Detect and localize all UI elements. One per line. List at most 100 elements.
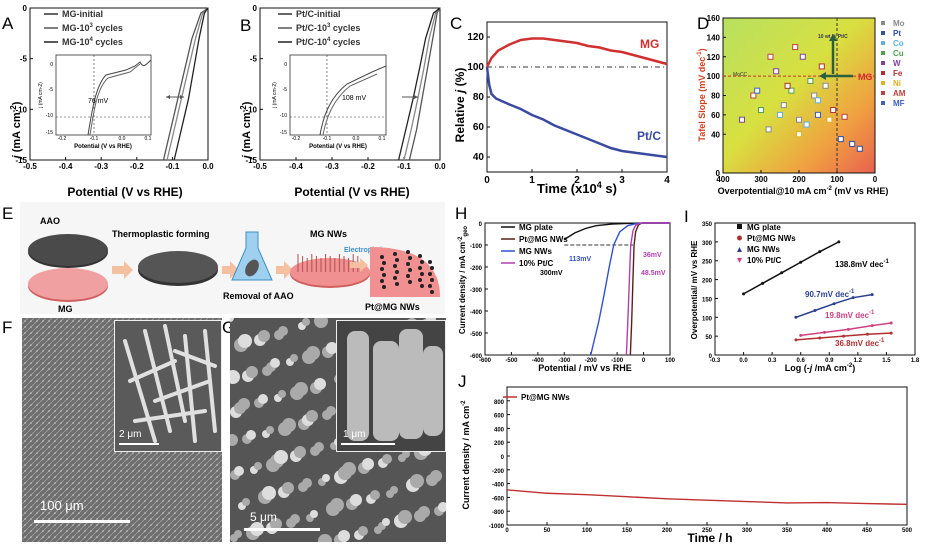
legend-item-ptc-1e3: Pt/C-103 cycles: [296, 23, 360, 33]
data-point: [842, 334, 846, 338]
y-tick-label: -600: [492, 496, 505, 502]
pt-particle: [428, 284, 432, 288]
data-point: [856, 145, 863, 152]
legend-item-pt-mg-nws: Pt@MG NWs: [521, 393, 570, 402]
series-line-ptc: [485, 66, 668, 159]
particle: [266, 426, 274, 434]
scale-bar: [34, 520, 130, 523]
data-point: [803, 121, 810, 128]
y-tick-label: -300: [470, 288, 483, 294]
legend-marker: [737, 235, 742, 241]
nanowire: [133, 409, 207, 423]
inset-b-ylabel: j (mA cm-2): [272, 82, 278, 109]
data-point: [796, 116, 802, 123]
particle: [398, 510, 412, 524]
arrow-icon: [276, 261, 293, 279]
pt-particle: [393, 252, 397, 256]
x-tick-label: 250: [702, 528, 713, 534]
fit-line: [743, 241, 840, 295]
legend-item-mg-1e3: MG-103 cycles: [62, 23, 123, 33]
x-tick-label: 1.8: [911, 358, 920, 364]
pt-particle: [430, 266, 434, 270]
particle: [238, 398, 250, 410]
series-line: [506, 489, 908, 505]
pt-particle: [380, 255, 384, 259]
nanowire: [347, 331, 369, 441]
x-tick-label: -200: [585, 358, 598, 364]
data-point: [822, 82, 829, 89]
legend-item-mg-nws: MG NWs: [519, 247, 552, 256]
data-point: [815, 97, 821, 104]
x-tick-label: 300: [754, 175, 768, 184]
arrow-icon: [222, 261, 239, 279]
inset-tick: -10: [46, 113, 53, 119]
pt-particle: [428, 260, 432, 264]
x-tick-label: 0.0: [434, 162, 446, 171]
particle: [246, 430, 256, 440]
particle: [330, 498, 344, 512]
inset-b-label: 108 mV: [342, 95, 366, 102]
data-point: [780, 102, 787, 109]
pt-particle: [408, 280, 412, 284]
chart-h: -600 -500 -400 -300 -200 -100 0 100 0 -100 -200 -30…: [458, 222, 676, 373]
particle: [262, 486, 276, 500]
y-tick-label: -15: [15, 156, 27, 165]
inset-tick: 0: [50, 62, 53, 68]
y-tick-label: -10: [15, 105, 27, 114]
nanowire: [399, 329, 423, 439]
data-point: [777, 111, 783, 118]
x-tick-label: -0.2: [361, 162, 375, 171]
inset-tick: 0.0: [119, 136, 126, 142]
particle: [274, 450, 288, 464]
particle: [270, 358, 280, 368]
x-tick-label: -300: [558, 358, 571, 364]
x-tick-label: 100: [830, 175, 844, 184]
y-tick-label: -600: [470, 354, 483, 360]
chart-b-inset: 108 mV Potential (V vs RHE) -0.2 -0.1 0.…: [272, 54, 387, 150]
legend-marker: [881, 51, 885, 55]
inset-tick: 0.0: [353, 136, 360, 142]
chart-a-xlabel: Potential (V vs RHE): [67, 185, 182, 199]
y-tick-label: 40: [473, 152, 485, 163]
pt-particle: [418, 254, 422, 258]
y-tick-label: 0: [253, 4, 258, 13]
annotation-36mv: 36mV: [643, 252, 662, 259]
inset-tick: -0.2: [58, 136, 67, 142]
particle: [234, 466, 244, 476]
annotation-300mv: 300mV: [540, 270, 563, 277]
data-point: [818, 336, 822, 340]
y-tick-label: -5: [20, 55, 28, 64]
particle: [326, 342, 338, 354]
pt-particle: [420, 284, 424, 288]
legend-marker: [881, 31, 885, 35]
panel-letter-i: I: [684, 207, 689, 226]
pt-particle: [406, 274, 410, 278]
series-line: [590, 222, 670, 356]
plot-frame: [259, 7, 441, 161]
pt-particle: [408, 268, 412, 272]
annotation-48mv: 48.5mV: [641, 270, 666, 277]
pt-particle: [408, 256, 412, 260]
particle: [306, 410, 318, 422]
nanowire: [123, 339, 157, 443]
particle: [270, 518, 282, 530]
x-tick-label: 50: [544, 528, 551, 534]
x-tick-label: 0.0: [739, 358, 748, 364]
particle: [350, 494, 362, 506]
particle: [382, 454, 392, 464]
x-tick-label: 1.2: [854, 358, 863, 364]
sem-inset-f: 2 μm: [114, 320, 222, 452]
particle: [322, 474, 330, 482]
x-tick-label: -400: [532, 358, 545, 364]
x-tick-label: 450: [862, 528, 873, 534]
y-tick-label: 600: [494, 414, 505, 420]
data-point: [813, 308, 817, 312]
pt-particle: [430, 278, 434, 282]
x-tick-label: 300: [742, 528, 753, 534]
chart-b-xlabel: Potential (V vs RHE): [294, 185, 409, 199]
x-tick-label: 0: [505, 528, 509, 534]
y-tick-label: -100: [470, 244, 483, 250]
scale-bar-label: 2 μm: [119, 429, 142, 440]
particle: [302, 318, 310, 326]
